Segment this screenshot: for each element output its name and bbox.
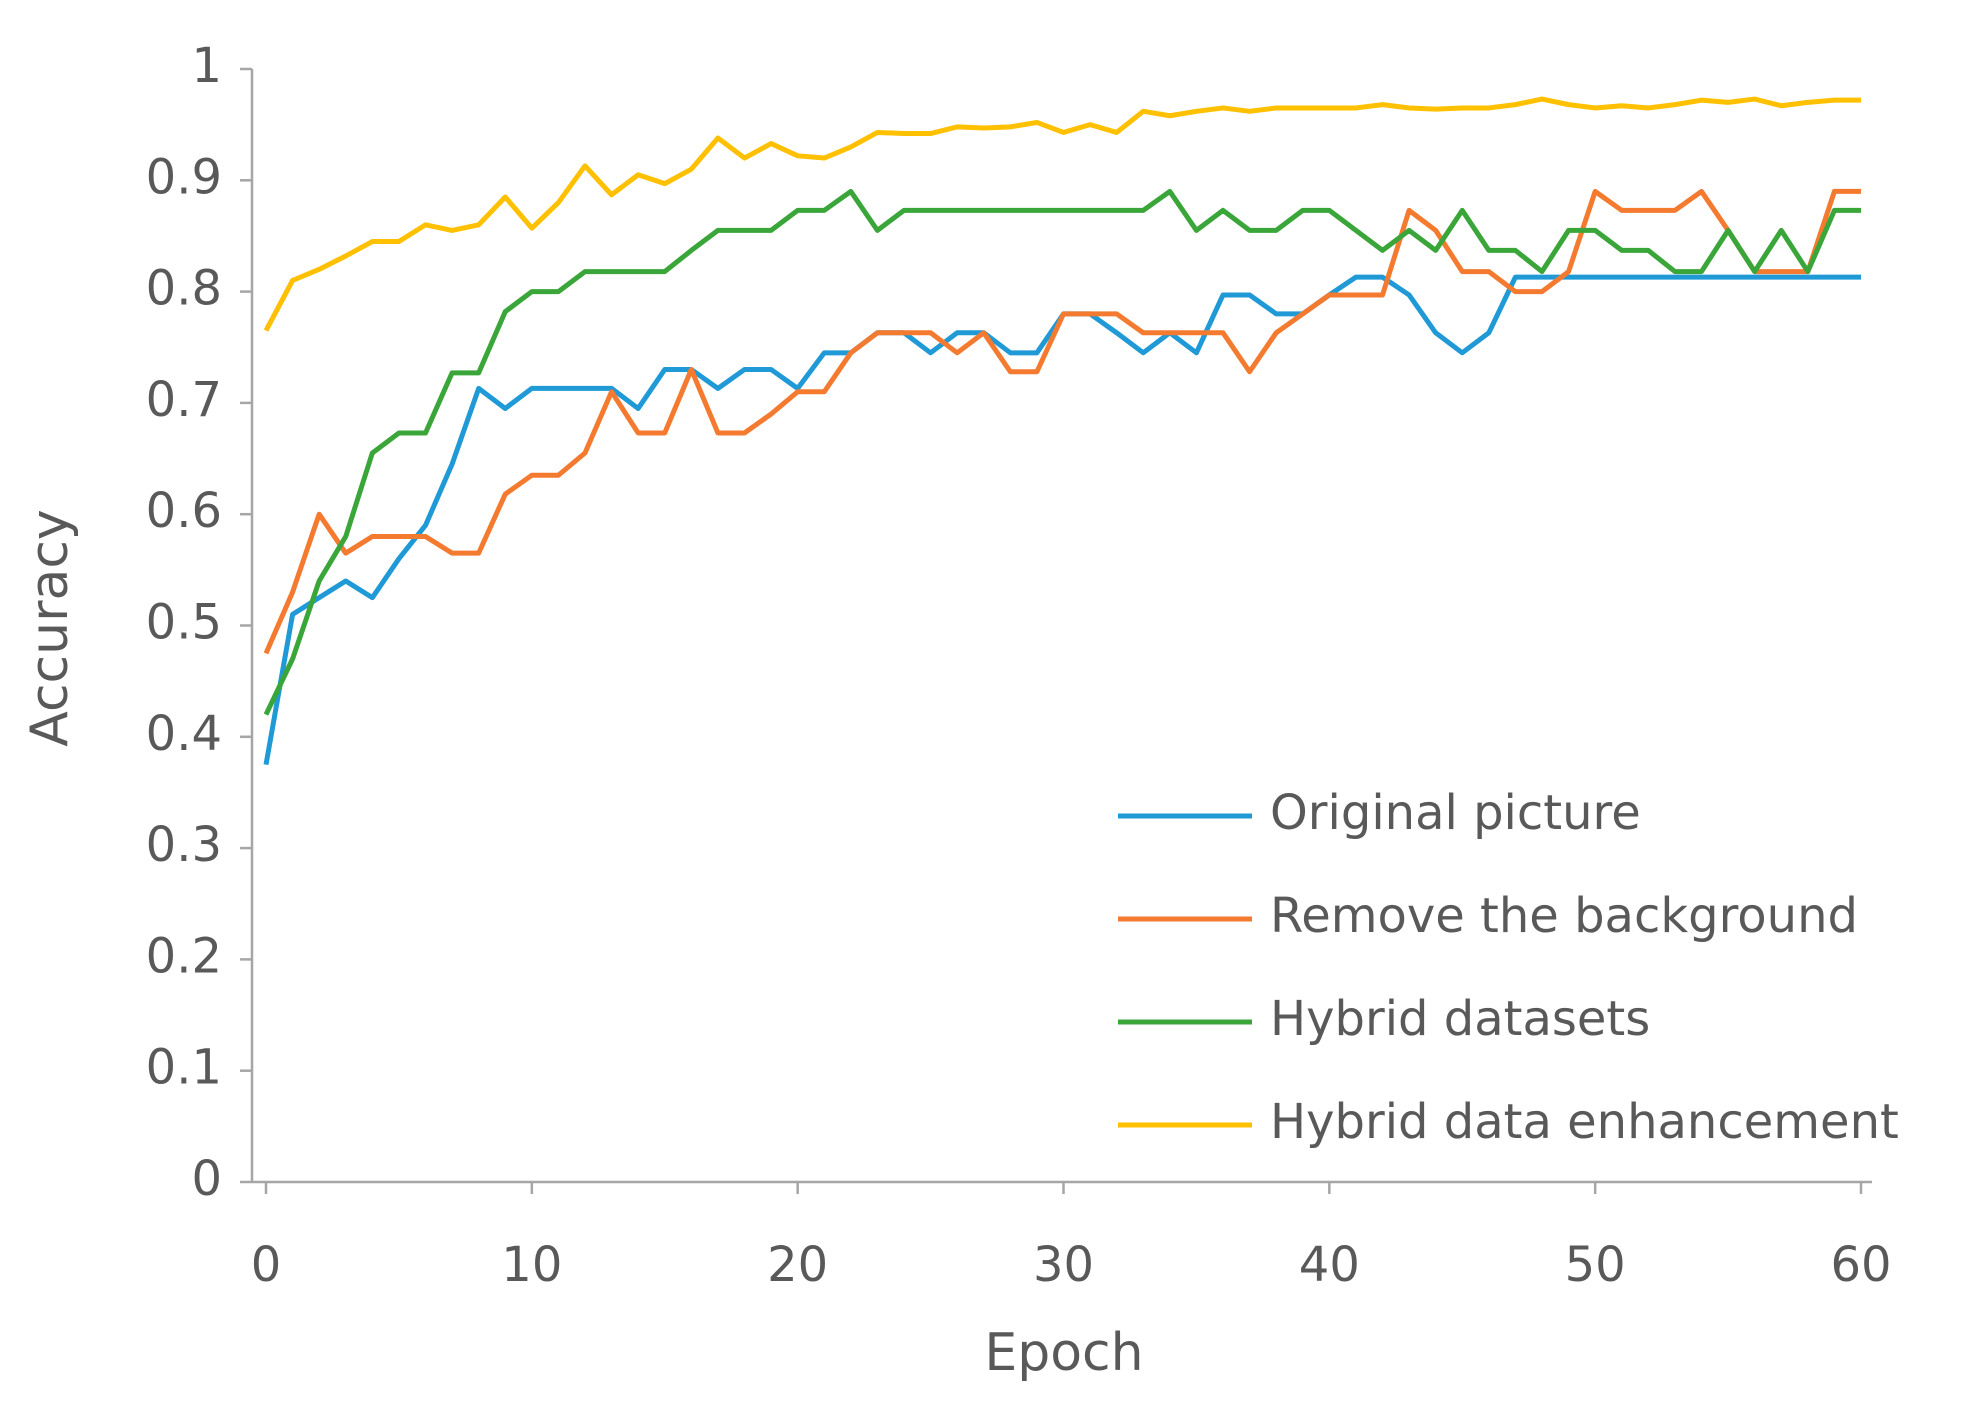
y-tick-label: 0.9 <box>146 149 222 205</box>
y-axis-title: Accuracy <box>20 509 80 746</box>
x-tick-label: 60 <box>1830 1237 1891 1293</box>
y-tick-label: 0.1 <box>146 1040 222 1096</box>
x-tick-label: 30 <box>1033 1237 1094 1293</box>
y-tick-label: 0.8 <box>146 261 222 317</box>
legend-label: Original picture <box>1270 785 1641 841</box>
x-tick-label: 10 <box>501 1237 562 1293</box>
y-tick-label: 0.4 <box>146 706 222 762</box>
y-tick-label: 0.6 <box>146 483 222 539</box>
legend-label: Hybrid data enhancement <box>1270 1094 1899 1150</box>
legend-label: Hybrid datasets <box>1270 991 1650 1047</box>
series-line <box>263 188 1861 655</box>
y-tick-label: 0.5 <box>146 595 222 651</box>
series-line <box>263 274 1861 766</box>
x-tick-label: 50 <box>1565 1237 1626 1293</box>
y-tick-label: 0.3 <box>146 817 222 873</box>
x-tick-label: 0 <box>251 1237 282 1293</box>
legend-label: Remove the background <box>1270 888 1858 944</box>
series-line <box>263 96 1861 332</box>
x-tick-label: 20 <box>767 1237 828 1293</box>
y-tick-label: 1 <box>191 38 222 94</box>
y-tick-label: 0.2 <box>146 928 222 984</box>
y-tick-label: 0 <box>191 1151 222 1207</box>
x-tick-label: 40 <box>1299 1237 1360 1293</box>
x-axis-title: Epoch <box>984 1323 1143 1383</box>
series-line <box>263 188 1861 716</box>
y-tick-label: 0.7 <box>146 372 222 428</box>
